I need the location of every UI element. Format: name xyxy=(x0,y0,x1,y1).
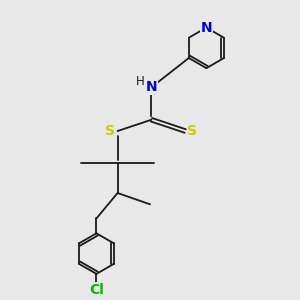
Text: S: S xyxy=(105,124,115,138)
Text: H: H xyxy=(136,75,145,88)
Text: S: S xyxy=(188,124,197,138)
Text: N: N xyxy=(146,80,157,94)
Text: N: N xyxy=(201,21,212,34)
Text: Cl: Cl xyxy=(89,283,104,297)
